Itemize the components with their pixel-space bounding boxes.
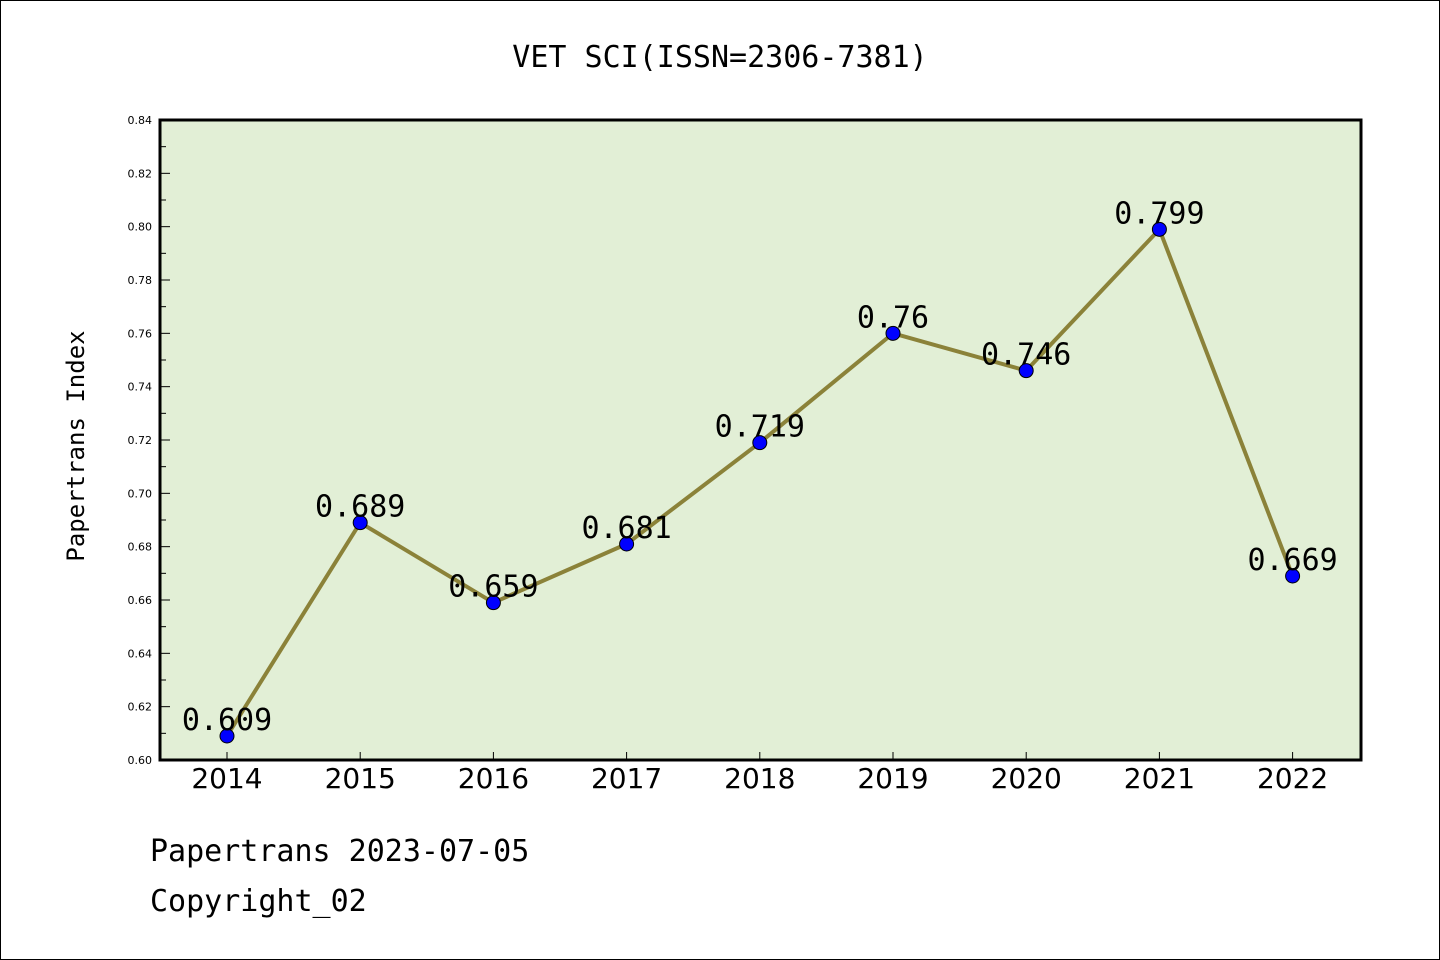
data-labels: 0.609 0.689 0.659 0.681 0.719 0.76 0.746 0.799 0… <box>182 196 1338 738</box>
data-point <box>1151 221 1167 237</box>
chart-title: VET SCI(ISSN=2306-7381) <box>512 40 927 75</box>
data-label: 0.746 <box>981 338 1071 373</box>
data-point <box>352 515 368 531</box>
y-tick-label: 0.68 <box>128 541 153 554</box>
y-tick-label: 0.76 <box>128 327 153 340</box>
y-tick-label: 0.62 <box>128 701 153 714</box>
x-tick-label: 2015 <box>325 762 396 795</box>
y-tick-label: 0.72 <box>128 434 153 447</box>
data-label: 0.689 <box>315 490 405 525</box>
y-tick-label: 0.64 <box>128 647 153 660</box>
y-tick-label: 0.78 <box>128 274 153 287</box>
y-tick-label: 0.74 <box>128 381 153 394</box>
y-tick-label: 0.60 <box>128 754 153 767</box>
data-label: 0.609 <box>182 703 272 738</box>
x-axis-ticks: 2014 2015 2016 2017 2018 2019 2020 2021 2022 <box>191 752 1328 795</box>
y-tick-label: 0.82 <box>128 167 153 180</box>
data-point <box>619 536 635 552</box>
data-label: 0.659 <box>448 570 538 605</box>
x-tick-label: 2016 <box>458 762 529 795</box>
data-label: 0.799 <box>1114 196 1204 231</box>
x-tick-label: 2017 <box>591 762 662 795</box>
x-tick-label: 2019 <box>857 762 928 795</box>
y-tick-label: 0.70 <box>128 487 153 500</box>
data-points <box>219 221 1301 744</box>
x-tick-label: 2018 <box>724 762 795 795</box>
data-point <box>1018 363 1034 379</box>
y-tick-label: 0.80 <box>128 221 153 234</box>
plot-border <box>158 118 1363 762</box>
footer-copyright: Copyright_02 <box>150 884 367 919</box>
data-label: 0.669 <box>1247 543 1337 578</box>
data-label: 0.76 <box>857 300 929 335</box>
data-point <box>1285 568 1301 584</box>
data-point <box>885 325 901 341</box>
x-tick-label: 2022 <box>1257 762 1328 795</box>
y-tick-label: 0.84 <box>128 114 153 127</box>
footer-date: Papertrans 2023-07-05 <box>150 834 530 869</box>
x-tick-label: 2021 <box>1124 762 1195 795</box>
x-tick-label: 2014 <box>191 762 262 795</box>
data-point <box>752 435 768 451</box>
data-label: 0.681 <box>581 511 671 546</box>
data-label: 0.719 <box>715 410 805 445</box>
y-tick-label: 0.66 <box>128 594 153 607</box>
y-axis-ticks: 0.60 0.62 0.64 0.66 0.68 0.70 0.72 0.74 0.76 0.78… <box>128 114 170 767</box>
data-point <box>485 595 501 611</box>
x-tick-label: 2020 <box>991 762 1062 795</box>
data-point <box>219 728 235 744</box>
y-axis-label: Papertrans Index <box>62 330 90 561</box>
